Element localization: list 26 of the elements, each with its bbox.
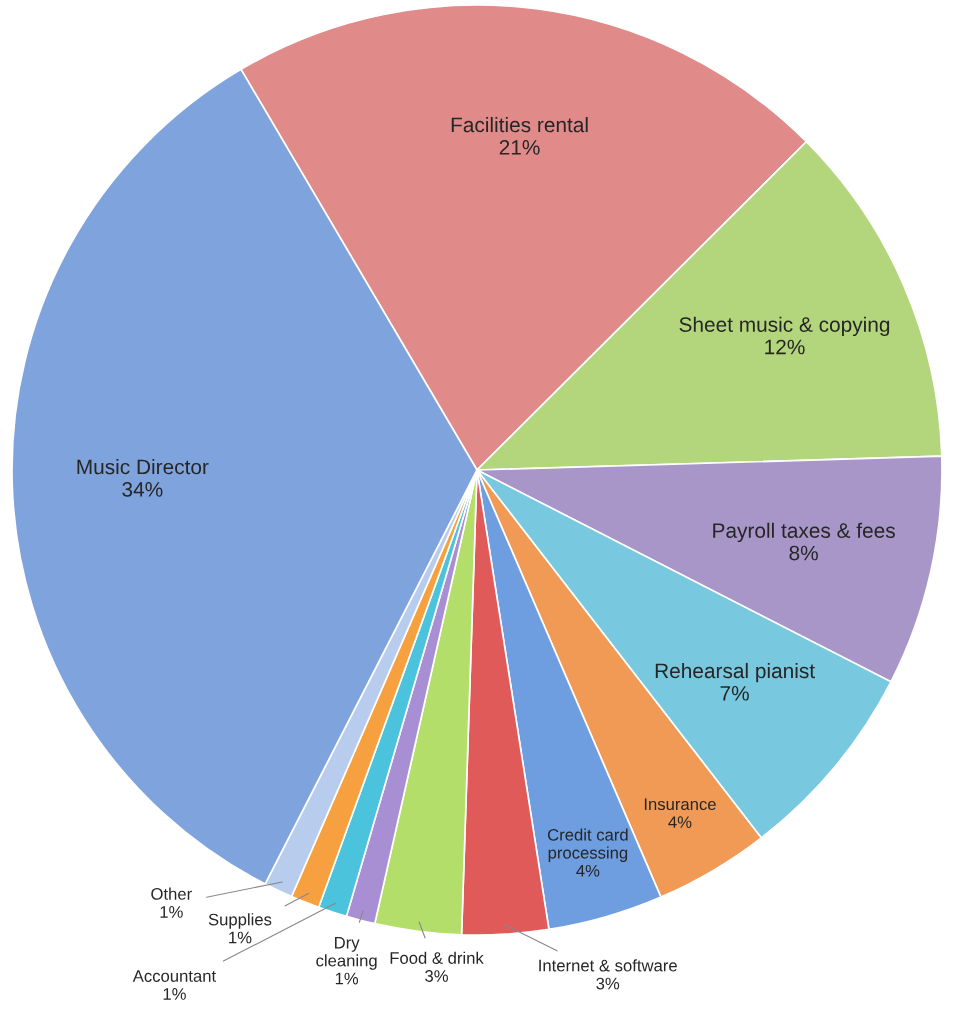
data-label: 4% [576, 864, 600, 877]
slice-label: Dry cleaning [316, 936, 377, 970]
data-label: 34% [122, 481, 163, 497]
data-label: 21% [499, 139, 540, 155]
slice-label: Payroll taxes & fees [713, 522, 895, 543]
data-label: 7% [720, 686, 749, 701]
data-label: 3% [596, 977, 620, 990]
slice-label: Facilities rental [451, 116, 588, 133]
slice-label: Insurance [644, 798, 716, 811]
slice-label: Credit card processing [547, 828, 628, 862]
data-label: 3% [425, 970, 448, 982]
slice-label: Other [151, 887, 192, 900]
data-label: 12% [765, 339, 805, 355]
data-label: 1% [229, 931, 252, 944]
slice-label: Internet & software [539, 959, 677, 972]
slice-label: Music Director [77, 459, 209, 475]
data-label: 1% [163, 988, 186, 1000]
data-label: 1% [160, 906, 183, 918]
slice-label: Food & drink [390, 951, 484, 964]
data-label: 4% [668, 816, 692, 828]
data-label: 8% [789, 545, 818, 561]
slice-label: Accountant [132, 970, 217, 982]
slice-label: Supplies [208, 913, 272, 929]
slice-label: Rehearsal pianist [655, 662, 815, 683]
data-label: 1% [335, 972, 359, 985]
slice-label: Sheet music & copying [679, 316, 890, 337]
